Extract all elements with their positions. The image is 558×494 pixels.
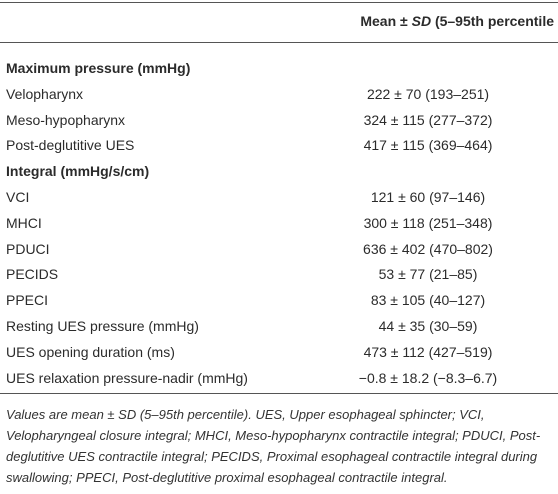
section-title: Maximum pressure (mmHg)	[6, 60, 191, 76]
row-label: PECIDS	[6, 266, 59, 283]
header-text: Mean ±	[360, 13, 412, 29]
row-label: MHCI	[6, 214, 42, 231]
row-label: PPECI	[6, 292, 49, 309]
row-label: Post-deglutitive UES	[6, 137, 135, 154]
row-label: UES opening duration (ms)	[6, 343, 175, 360]
row-value: 222 ± 70 (193–251)	[366, 85, 490, 102]
footnote: Values are mean ± SD (5–95th percentile)…	[6, 407, 541, 485]
row-label: Meso-hypopharynx	[6, 111, 126, 128]
row-value: 83 ± 105 (40–127)	[370, 292, 486, 309]
row-label: Velopharynx	[6, 85, 84, 102]
row-label: PDUCI	[6, 240, 50, 257]
header-text: SD	[411, 13, 432, 29]
row-label: Resting UES pressure (mmHg)	[6, 318, 199, 334]
header-text: (5–95th percentile	[431, 13, 554, 29]
row-value: 121 ± 60 (97–146)	[370, 189, 486, 205]
section-title: Integral (mmHg/s/cm)	[6, 163, 150, 180]
row-label: UES relaxation pressure-nadir (mmHg)	[6, 369, 248, 386]
row-value: 473 ± 112 (427–519)	[363, 343, 493, 360]
row-value: 300 ± 118 (251–348)	[363, 214, 493, 231]
row-label: VCI	[6, 189, 30, 205]
column-header: Mean ± SD (5–95th percentile	[360, 12, 554, 30]
header-rule	[0, 42, 558, 43]
row-value: 44 ± 35 (30–59)	[378, 318, 478, 334]
row-value: 53 ± 77 (21–85)	[378, 266, 478, 283]
top-rule	[0, 2, 558, 3]
bottom-rule	[0, 393, 558, 394]
row-value: 417 ± 115 (369–464)	[363, 137, 493, 154]
row-value: −0.8 ± 18.2 (−8.3–6.7)	[358, 369, 498, 386]
row-value: 636 ± 402 (470–802)	[363, 240, 493, 257]
row-value: 324 ± 115 (277–372)	[363, 111, 493, 128]
